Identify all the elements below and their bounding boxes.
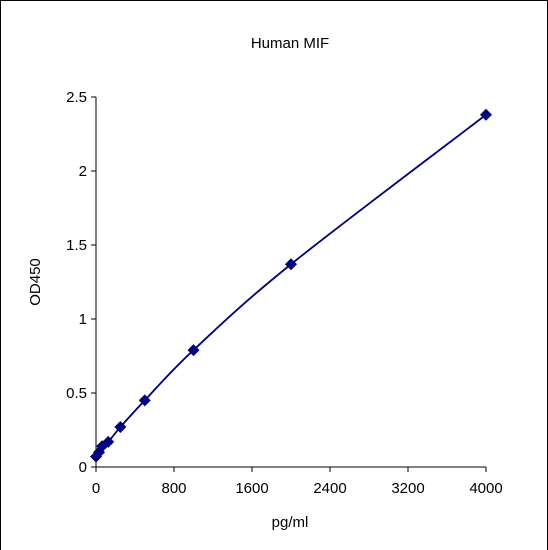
curve-layer	[95, 114, 487, 458]
y-tick-label: 0	[79, 459, 87, 476]
points-group	[90, 108, 492, 463]
x-tick-label: 2400	[313, 480, 346, 497]
x-tick-label: 4000	[469, 480, 502, 497]
data-point	[285, 258, 297, 271]
y-tick-label: 2	[79, 163, 87, 180]
y-tick-label: 1.5	[66, 237, 87, 254]
data-point	[187, 344, 200, 357]
chart-title: Human MIF	[251, 35, 329, 52]
data-point	[138, 394, 151, 407]
x-axis-label: pg/ml	[272, 514, 309, 531]
x-tick-label: 800	[161, 480, 186, 497]
data-point	[114, 421, 127, 434]
y-tick-label: 2.5	[66, 89, 87, 106]
x-tick-label: 3200	[391, 480, 424, 497]
tick-group: 0 0.5 1 1.5 2 2.5 0 800 1600 2400 3200 4000	[66, 89, 503, 497]
x-tick-label: 0	[92, 480, 100, 497]
y-tick-label: 0.5	[66, 385, 87, 402]
fit-curve	[95, 114, 487, 458]
data-point	[102, 435, 115, 448]
y-tick-label: 1	[79, 311, 87, 328]
x-tick-label: 1600	[235, 480, 268, 497]
y-axis-label: OD450	[27, 258, 44, 306]
axes	[95, 97, 486, 468]
data-point	[480, 108, 492, 121]
